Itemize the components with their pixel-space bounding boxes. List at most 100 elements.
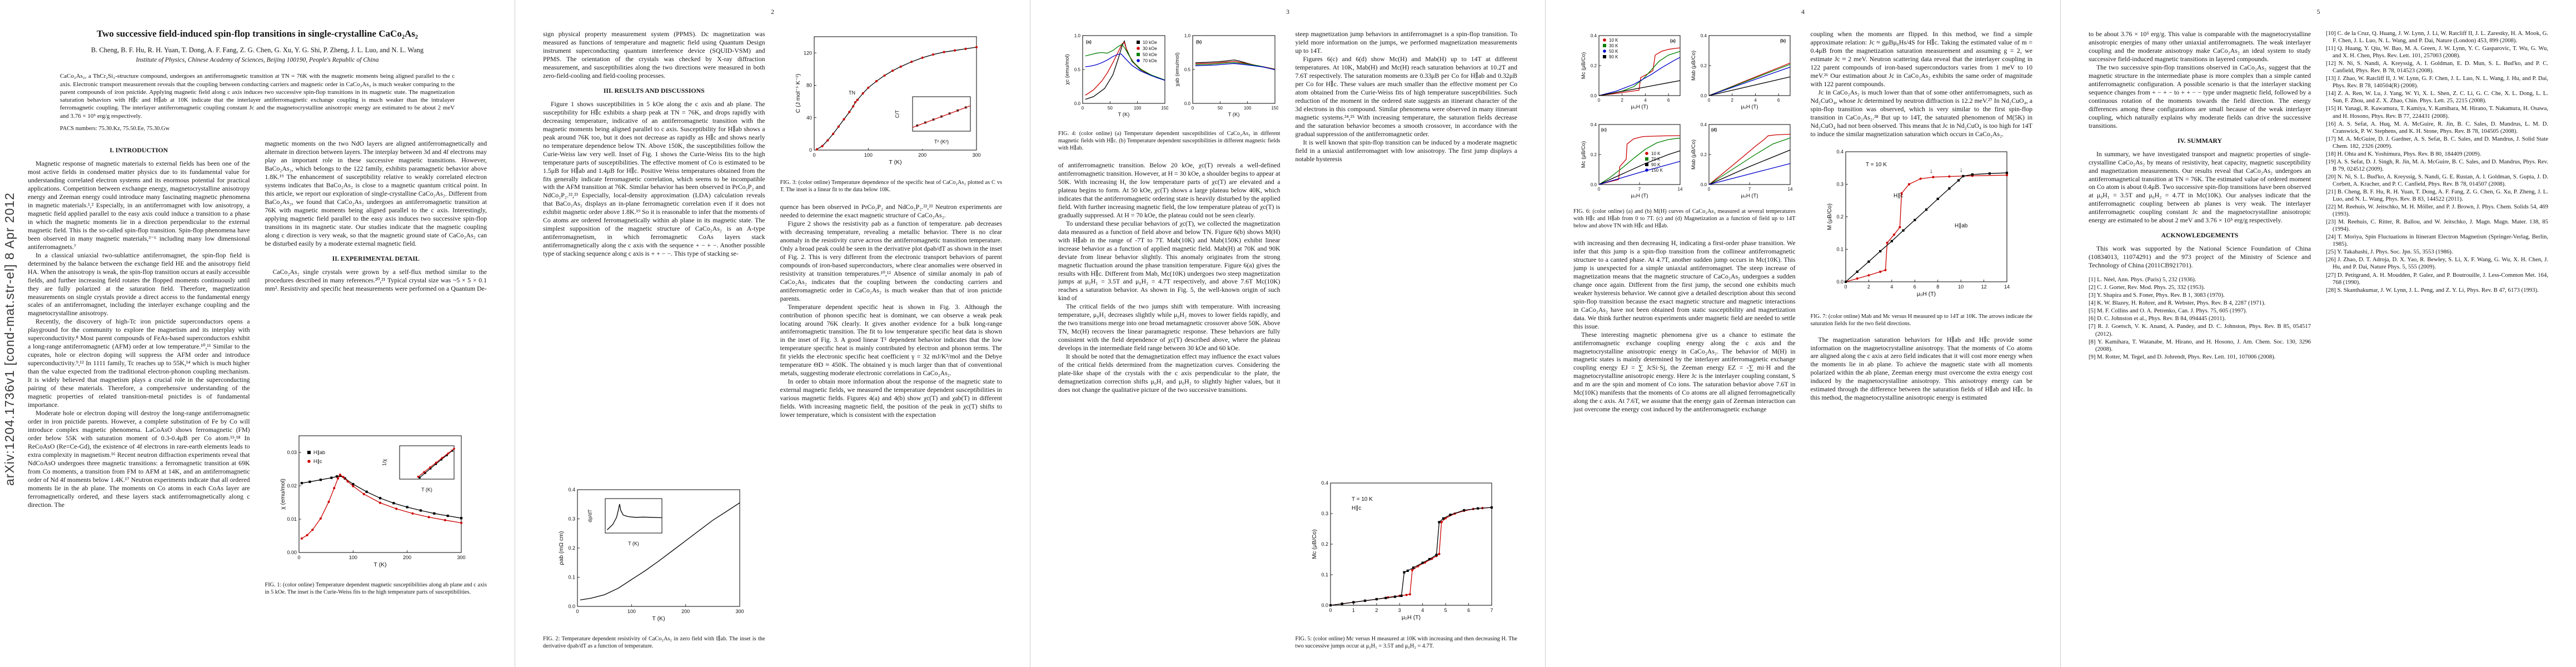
svg-text:2: 2	[1867, 284, 1870, 290]
svg-text:100: 100	[1134, 106, 1142, 111]
svg-text:4: 4	[1891, 284, 1894, 290]
svg-text:H∥c: H∥c	[1894, 193, 1903, 199]
svg-text:1/χ: 1/χ	[381, 459, 387, 466]
reference-item: [2] C. J. Gorter, Rev. Mod. Phys. 25, 33…	[2089, 284, 2205, 291]
paragraph-group: magnetic moments on the two NdO layers a…	[265, 140, 487, 248]
svg-text:dρ/dT: dρ/dT	[587, 509, 593, 522]
svg-text:0.02: 0.02	[287, 483, 297, 489]
svg-text:0: 0	[1598, 187, 1601, 192]
svg-text:0.0: 0.0	[568, 604, 575, 609]
paragraph: Moderate hole or electron doping will de…	[28, 409, 250, 509]
paragraph: Figure 2 shows the resistivity ρab as a …	[780, 219, 1003, 302]
abstract: CaCo₂As₂, a ThCr₂Si₂-structure compound,…	[59, 73, 455, 120]
svg-text:2: 2	[1731, 98, 1733, 103]
svg-text:0: 0	[1329, 608, 1332, 613]
svg-text:0: 0	[1192, 106, 1194, 111]
svg-text:1.0: 1.0	[1074, 33, 1081, 38]
paragraph: with increasing and then decreasing H, i…	[1573, 238, 1796, 330]
figure-6: 0 2 4 6 0.0 0.2 0.4 μ₀H (T) Mc (μB/Co) 10 K 30 K 50…	[1573, 30, 1796, 230]
column-right: [10] C. de la Cruz, Q. Huang, J. W. Lynn…	[2326, 30, 2548, 654]
paragraph: Magnetic response of magnetic materials …	[28, 160, 250, 251]
figure-2: 0 100 200 300 0.0 0.1 0.2 0.3 0.4 T (K) ρab (mΩ cm…	[543, 482, 765, 650]
column-right: 0 100 200 300 0 40 80 120 T (K) C (J mol⁻¹ K⁻¹) TN…	[780, 30, 1003, 654]
svg-text:0: 0	[1082, 106, 1084, 111]
paragraph-group: This work was supported by the National …	[2089, 245, 2311, 270]
svg-text:0.2: 0.2	[1591, 152, 1597, 157]
svg-text:0.2: 0.2	[1322, 541, 1329, 547]
fig5-chart: 0 1 2 3 4 5 6 7 0.0 0.1 0.2 0.3 0.4 μ₀H (T) Mc (μB/Co)…	[1311, 480, 1493, 621]
reference-item: [23] M. Reehuis, C. Ritter, R. Ballou, a…	[2326, 218, 2548, 233]
fig3-chart: 0 100 200 300 0 40 80 120 T (K) C (J mol⁻¹ K⁻¹) TN	[795, 36, 981, 166]
svg-text:10 K: 10 K	[1651, 151, 1661, 156]
figure-4: 0 50 100 150 0.0 0.5 1.0 T (K) χc (emu/mol) 10 kO…	[1058, 30, 1280, 152]
paragraph: The magnetization saturation behaviors f…	[1810, 335, 2033, 402]
svg-text:0.4: 0.4	[1591, 122, 1597, 127]
paragraph: Figure 1 shows susceptibilities in 5 kOe…	[543, 99, 765, 258]
paragraph: In a classical uniaxial two-sublattice a…	[28, 251, 250, 317]
reference-item: [19] A. S. Sefat, D. J. Singh, R. Jin, M…	[2326, 158, 2548, 172]
svg-text:(b): (b)	[1780, 38, 1786, 43]
paragraph: sign physical property measurement syste…	[543, 30, 765, 79]
reference-item: [4] K. W. Blazey, H. Rohrer, and R. Webs…	[2089, 300, 2266, 307]
reference-item: [20] N. Ni, S. L. Bud'ko, A. Kreyssig, S…	[2326, 173, 2548, 187]
svg-text:(a): (a)	[1670, 38, 1676, 43]
svg-text:0.1: 0.1	[568, 575, 575, 580]
svg-text:120: 120	[804, 50, 812, 56]
fig4-panel-a-chart: 0 50 100 150 0.0 0.5 1.0 T (K) χc (emu/mol) 10 kO…	[1064, 33, 1168, 118]
paragraph: quence has been observed in PrCo₂P₂ and …	[780, 202, 1003, 219]
svg-text:(b): (b)	[1196, 39, 1202, 44]
paragraph: It is well known that spin-flop transiti…	[1295, 138, 1518, 163]
figure-7: 0 2 4 6 8 10 12 14 0.0 0.1 0.2 0.3 0.4 μ₀H (T) M (μB/C…	[1811, 144, 2033, 328]
svg-text:T² (K²): T² (K²)	[934, 139, 949, 145]
reference-item: [28] S. Skanthakumar, J. W. Lynn, J. L. …	[2326, 286, 2539, 293]
svg-text:6: 6	[1777, 98, 1780, 103]
svg-text:0.2: 0.2	[568, 545, 575, 551]
svg-text:0.2: 0.2	[1701, 63, 1707, 68]
column-right: magnetic moments on the two NdO layers a…	[265, 140, 487, 600]
svg-text:C (J mol⁻¹ K⁻¹): C (J mol⁻¹ K⁻¹)	[795, 74, 801, 113]
svg-text:50 kOe: 50 kOe	[1143, 52, 1157, 57]
svg-text:0.4: 0.4	[1701, 33, 1707, 38]
column-left: to be about 3.76 × 10⁵ erg/g. This value…	[2089, 30, 2311, 654]
svg-text:50: 50	[1108, 106, 1113, 111]
svg-text:0.4: 0.4	[1591, 33, 1597, 38]
fig6-panel-c-chart: 0 7 14 0.0 0.2 0.4 μ₀H (T) Mc (μB/Co) 10 K70 K90…	[1581, 122, 1683, 199]
paragraph: To understand these peculiar behaviors o…	[1058, 219, 1280, 302]
svg-text:0.2: 0.2	[1591, 63, 1597, 68]
svg-text:ρab (mΩ cm): ρab (mΩ cm)	[558, 531, 565, 565]
svg-text:150: 150	[1271, 106, 1278, 111]
svg-text:0.0: 0.0	[1591, 182, 1597, 187]
figure-1: 0 100 200 300 0.00 0.01 0.02 0.03 T (K) χ (emu/mo…	[265, 428, 487, 596]
svg-text:0.1: 0.1	[1837, 246, 1844, 252]
reference-item: [3] Y. Shapira and S. Foner, Phys. Rev. …	[2089, 292, 2225, 299]
fig6-panel-a-chart: 0 2 4 6 0.0 0.2 0.4 μ₀H (T) Mc (μB/Co) 10 K30 K50…	[1581, 33, 1681, 110]
svg-text:30 kOe: 30 kOe	[1143, 46, 1157, 51]
section-heading-results: III. RESULTS AND DISCUSSIONS	[603, 86, 705, 94]
reference-item: [27] D. Petitgrand, A. H. Moudden, P. Ga…	[2326, 271, 2548, 286]
paragraph-group: CaCo₂As₂ single crystals were grown by a…	[265, 268, 487, 293]
svg-text:200: 200	[403, 555, 411, 560]
svg-text:Mc (μB/Co): Mc (μB/Co)	[1581, 52, 1587, 79]
svg-text:300: 300	[457, 555, 466, 560]
svg-text:0.5: 0.5	[1184, 67, 1191, 72]
reference-item: [12] N. Ni, S. Nandi, A. Kreyssig, A. I.…	[2326, 60, 2548, 74]
svg-text:0.0: 0.0	[1837, 279, 1844, 285]
svg-text:H∥c: H∥c	[1352, 505, 1361, 511]
svg-text:H∥c: H∥c	[313, 459, 322, 464]
svg-text:200: 200	[918, 152, 926, 158]
two-column-body: I. INTRODUCTION Magnetic response of mag…	[28, 140, 487, 600]
paragraph: Jc in CaCo₂As₂ is much lower than that o…	[1810, 88, 2033, 138]
paragraph-group: Figure 1 shows susceptibilities in 5 kOe…	[543, 100, 765, 258]
svg-text:T (K): T (K)	[652, 615, 665, 622]
reference-item: [5] M. F. Collins and O. A. Petrenko, Ca…	[2089, 307, 2248, 315]
paragraph-group: to be about 3.76 × 10⁵ erg/g. This value…	[2089, 30, 2311, 130]
svg-text:0: 0	[809, 147, 812, 153]
svg-text:100: 100	[627, 609, 636, 614]
svg-text:14: 14	[1677, 187, 1682, 192]
page-3: 3 0 50 100 150 0.0 0.5 1.0 T (K) χc (emu/mol) 10 …	[1030, 0, 1546, 667]
reference-list-left: [1] L. Néel, Ann. Phys. (Paris) 5, 232 (…	[2089, 276, 2311, 361]
svg-text:H∥ab: H∥ab	[1955, 223, 1968, 229]
reference-item: [9] M. Rotter, M. Tegel, and D. Johrendt…	[2089, 353, 2276, 360]
svg-text:4: 4	[1644, 98, 1647, 103]
fig6-caption: FIG. 6: (color online) (a) and (b) M(H) …	[1573, 208, 1796, 229]
